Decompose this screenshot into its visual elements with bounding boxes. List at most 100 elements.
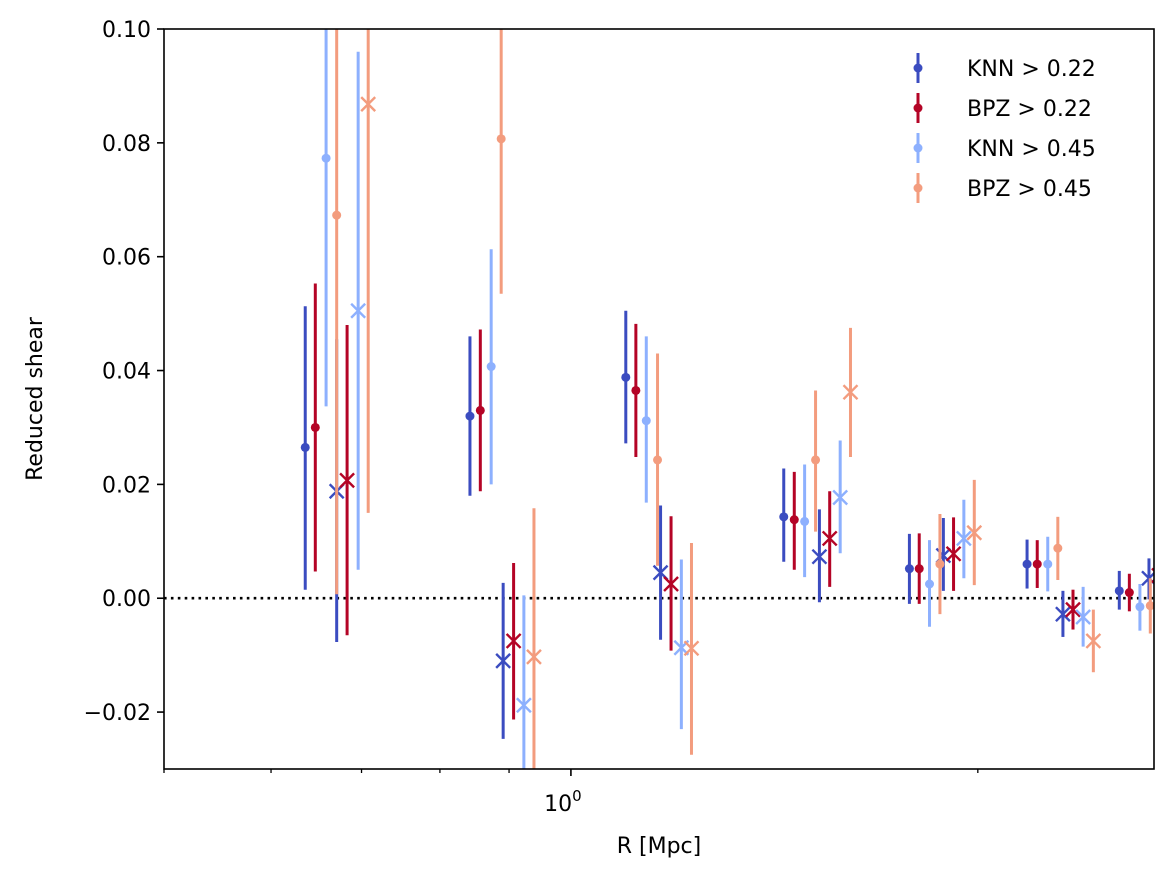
cross-stroke — [842, 384, 859, 401]
y-axis-label: Reduced shear — [23, 316, 48, 481]
cross-stroke — [832, 489, 849, 506]
tangential-point — [935, 559, 945, 569]
legend-item: BPZ > 0.22 — [913, 93, 1092, 123]
cross-point — [1085, 633, 1102, 649]
tangential-point — [332, 210, 342, 220]
y-axis: −0.02 0.00 0.02 0.04 0.06 0.08 0.10 — [84, 18, 164, 726]
tangential-point — [811, 455, 821, 465]
tangential-point — [925, 579, 935, 589]
cross-point — [516, 697, 532, 714]
cross-point — [842, 384, 859, 401]
cross-point — [360, 96, 377, 112]
tangential-point — [1114, 586, 1124, 596]
tangential-point — [300, 442, 310, 452]
tangential-point — [475, 405, 485, 415]
legend-marker-point — [913, 183, 923, 193]
tangential-point — [321, 153, 331, 163]
cross-point — [526, 649, 542, 665]
tangential-point — [641, 416, 651, 426]
cross-stroke — [663, 576, 679, 592]
tangential-point — [1043, 559, 1053, 569]
legend-marker-point — [913, 143, 923, 153]
cross-stroke — [811, 548, 828, 565]
cross-point — [495, 652, 512, 669]
cross-stroke — [350, 302, 367, 319]
cross-stroke — [652, 564, 669, 581]
cross-stroke — [495, 652, 512, 669]
series-bpz-0-45 — [332, 29, 1154, 769]
tangential-point — [800, 516, 810, 526]
cross-point — [811, 548, 828, 565]
legend-label: KNN > 0.45 — [967, 137, 1096, 162]
tangential-point — [486, 362, 496, 372]
cross-stroke — [339, 472, 355, 489]
x-axis-label: R [Mpc] — [617, 834, 702, 859]
cross-stroke — [526, 649, 542, 665]
tangential-point — [1022, 559, 1032, 569]
y-tick-label: −0.02 — [84, 701, 151, 726]
cross-stroke — [1162, 567, 1174, 581]
legend-label: BPZ > 0.45 — [967, 177, 1092, 202]
y-tick-label: 0.04 — [102, 360, 151, 385]
legend: KNN > 0.22 BPZ > 0.22 KNN > 0.45 BPZ > 0.45 — [913, 53, 1096, 203]
plot-frame — [163, 28, 1155, 770]
y-tick-label: 0.00 — [102, 587, 151, 612]
y-tick-label: 0.02 — [102, 473, 151, 498]
cross-point — [956, 530, 972, 547]
tangential-point — [779, 512, 789, 522]
tangential-point — [1053, 543, 1063, 553]
cross-point — [832, 489, 849, 506]
cross-stroke — [966, 524, 983, 541]
tangential-point — [789, 515, 799, 525]
cross-point — [505, 633, 522, 649]
cross-stroke — [821, 530, 838, 547]
y-tick-label: 0.08 — [102, 132, 151, 157]
cross-point — [1075, 609, 1091, 625]
cross-stroke — [1065, 601, 1081, 618]
cross-stroke — [516, 697, 532, 714]
tangential-point — [1135, 602, 1145, 612]
tangential-point — [631, 385, 641, 395]
tangential-point — [1124, 588, 1134, 598]
cross-stroke — [505, 633, 522, 649]
cross-point — [1065, 601, 1081, 618]
tangential-point — [465, 411, 475, 421]
tangential-point — [621, 372, 631, 382]
legend-marker-point — [913, 63, 923, 73]
tangential-point — [904, 564, 914, 574]
series-bpz-0-22 — [310, 283, 1154, 720]
tangential-point — [310, 422, 320, 432]
cross-point — [821, 530, 838, 547]
cross-stroke — [360, 96, 377, 112]
cross-point — [683, 640, 700, 657]
tangential-point — [914, 564, 924, 574]
x-tick-label: 100 — [544, 787, 582, 817]
cross-point — [966, 524, 983, 541]
tangential-point — [496, 134, 506, 144]
legend-label: BPZ > 0.22 — [967, 97, 1092, 122]
cross-stroke — [1162, 567, 1174, 581]
cross-point — [1055, 606, 1071, 623]
cross-stroke — [1085, 633, 1102, 649]
cross-stroke — [683, 640, 700, 657]
cross-point — [945, 545, 962, 562]
legend-label: KNN > 0.22 — [967, 57, 1096, 82]
tangential-point — [1032, 559, 1042, 569]
plot-data — [300, 29, 1174, 769]
series-knn-0-45 — [321, 29, 1174, 769]
cross-point — [350, 302, 367, 319]
cross-point — [1162, 567, 1174, 581]
y-tick-label: 0.10 — [102, 18, 151, 43]
cross-stroke — [1075, 609, 1091, 625]
x-axis: 100 — [163, 769, 979, 817]
legend-item: KNN > 0.22 — [913, 53, 1096, 83]
legend-item: KNN > 0.45 — [913, 133, 1096, 163]
cross-stroke — [1055, 606, 1071, 623]
tangential-point — [1145, 601, 1154, 611]
cross-stroke — [956, 530, 972, 547]
cross-point — [339, 472, 355, 489]
y-tick-label: 0.06 — [102, 246, 151, 271]
cross-point — [663, 576, 679, 592]
tangential-point — [653, 455, 663, 465]
